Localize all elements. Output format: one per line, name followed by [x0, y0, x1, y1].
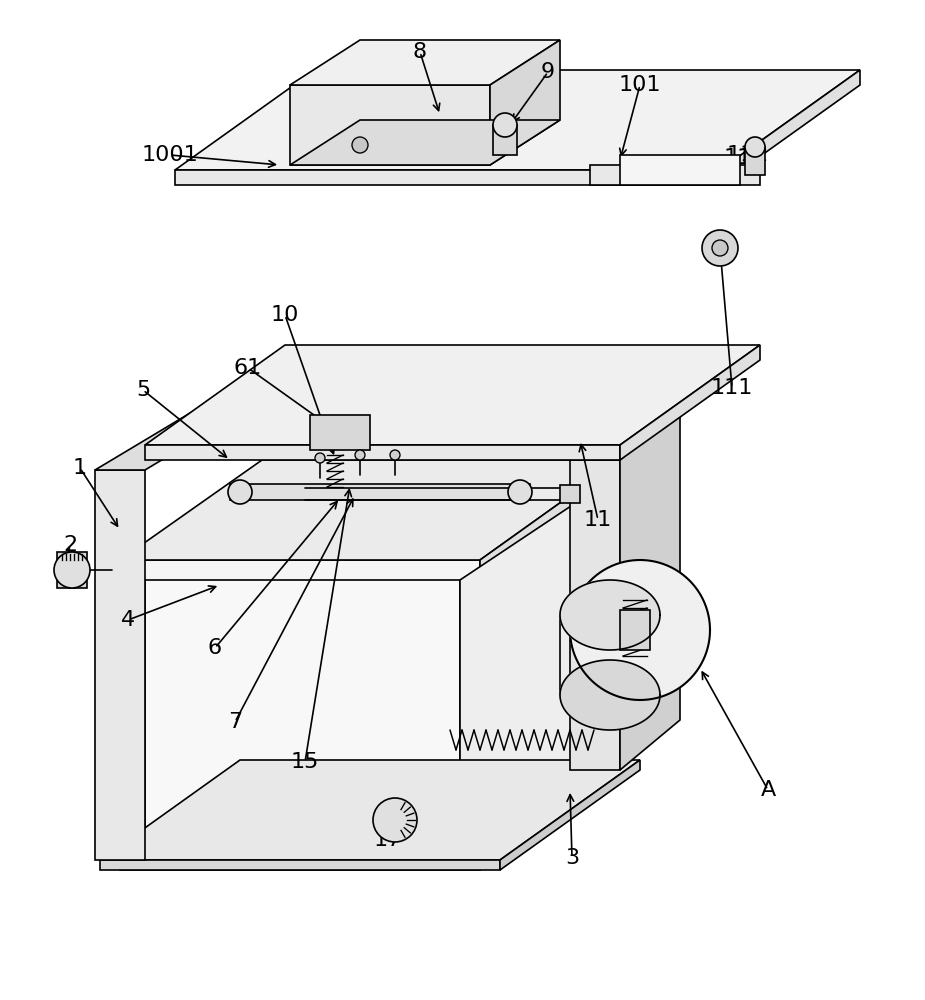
Polygon shape: [460, 500, 580, 860]
Polygon shape: [120, 460, 620, 560]
Text: 17: 17: [374, 830, 402, 850]
Text: 10: 10: [271, 305, 299, 325]
Polygon shape: [480, 460, 620, 870]
Circle shape: [228, 480, 252, 504]
Polygon shape: [570, 410, 680, 460]
Polygon shape: [620, 610, 650, 650]
Polygon shape: [570, 460, 620, 770]
Polygon shape: [310, 415, 370, 450]
Polygon shape: [620, 345, 760, 460]
Polygon shape: [620, 410, 680, 770]
Polygon shape: [175, 70, 860, 170]
Text: 6: 6: [208, 638, 222, 658]
Text: 112: 112: [727, 145, 770, 165]
Text: 3: 3: [565, 848, 579, 868]
Circle shape: [702, 230, 738, 266]
Text: 61: 61: [234, 358, 262, 378]
Text: 7: 7: [228, 712, 242, 732]
Text: 111: 111: [710, 378, 753, 398]
Polygon shape: [290, 40, 560, 85]
Text: A: A: [760, 780, 776, 800]
Circle shape: [355, 450, 365, 460]
Polygon shape: [493, 125, 517, 155]
Polygon shape: [590, 165, 760, 185]
Polygon shape: [145, 580, 460, 860]
Polygon shape: [490, 40, 560, 165]
Polygon shape: [175, 170, 720, 185]
Circle shape: [54, 552, 90, 588]
Circle shape: [745, 137, 765, 157]
Text: 1001: 1001: [142, 145, 198, 165]
Text: 2: 2: [63, 535, 77, 555]
Circle shape: [493, 113, 517, 137]
Text: 101: 101: [619, 75, 661, 95]
Text: 11: 11: [584, 510, 612, 530]
Circle shape: [508, 480, 532, 504]
Text: 15: 15: [290, 752, 319, 772]
Text: 9: 9: [541, 62, 555, 82]
Polygon shape: [145, 445, 620, 460]
Circle shape: [712, 240, 728, 256]
Polygon shape: [620, 155, 740, 185]
Polygon shape: [500, 760, 640, 870]
Polygon shape: [290, 85, 490, 165]
Circle shape: [373, 798, 417, 842]
Text: 112: 112: [723, 148, 766, 168]
Polygon shape: [290, 120, 560, 165]
Circle shape: [315, 453, 325, 463]
Text: 1: 1: [73, 458, 87, 478]
Polygon shape: [720, 70, 860, 185]
Polygon shape: [230, 484, 530, 500]
Polygon shape: [120, 560, 480, 870]
Circle shape: [390, 450, 400, 460]
Text: 5: 5: [136, 380, 150, 400]
Polygon shape: [95, 470, 145, 860]
Polygon shape: [560, 660, 660, 730]
Polygon shape: [95, 370, 312, 470]
Circle shape: [352, 137, 368, 153]
Polygon shape: [100, 760, 640, 860]
Polygon shape: [100, 860, 500, 870]
Text: 4: 4: [121, 610, 135, 630]
Text: 8: 8: [413, 42, 427, 62]
Polygon shape: [745, 147, 765, 175]
Polygon shape: [570, 560, 710, 700]
Polygon shape: [560, 580, 660, 650]
Polygon shape: [57, 552, 87, 588]
Polygon shape: [560, 485, 580, 503]
Polygon shape: [145, 345, 760, 445]
